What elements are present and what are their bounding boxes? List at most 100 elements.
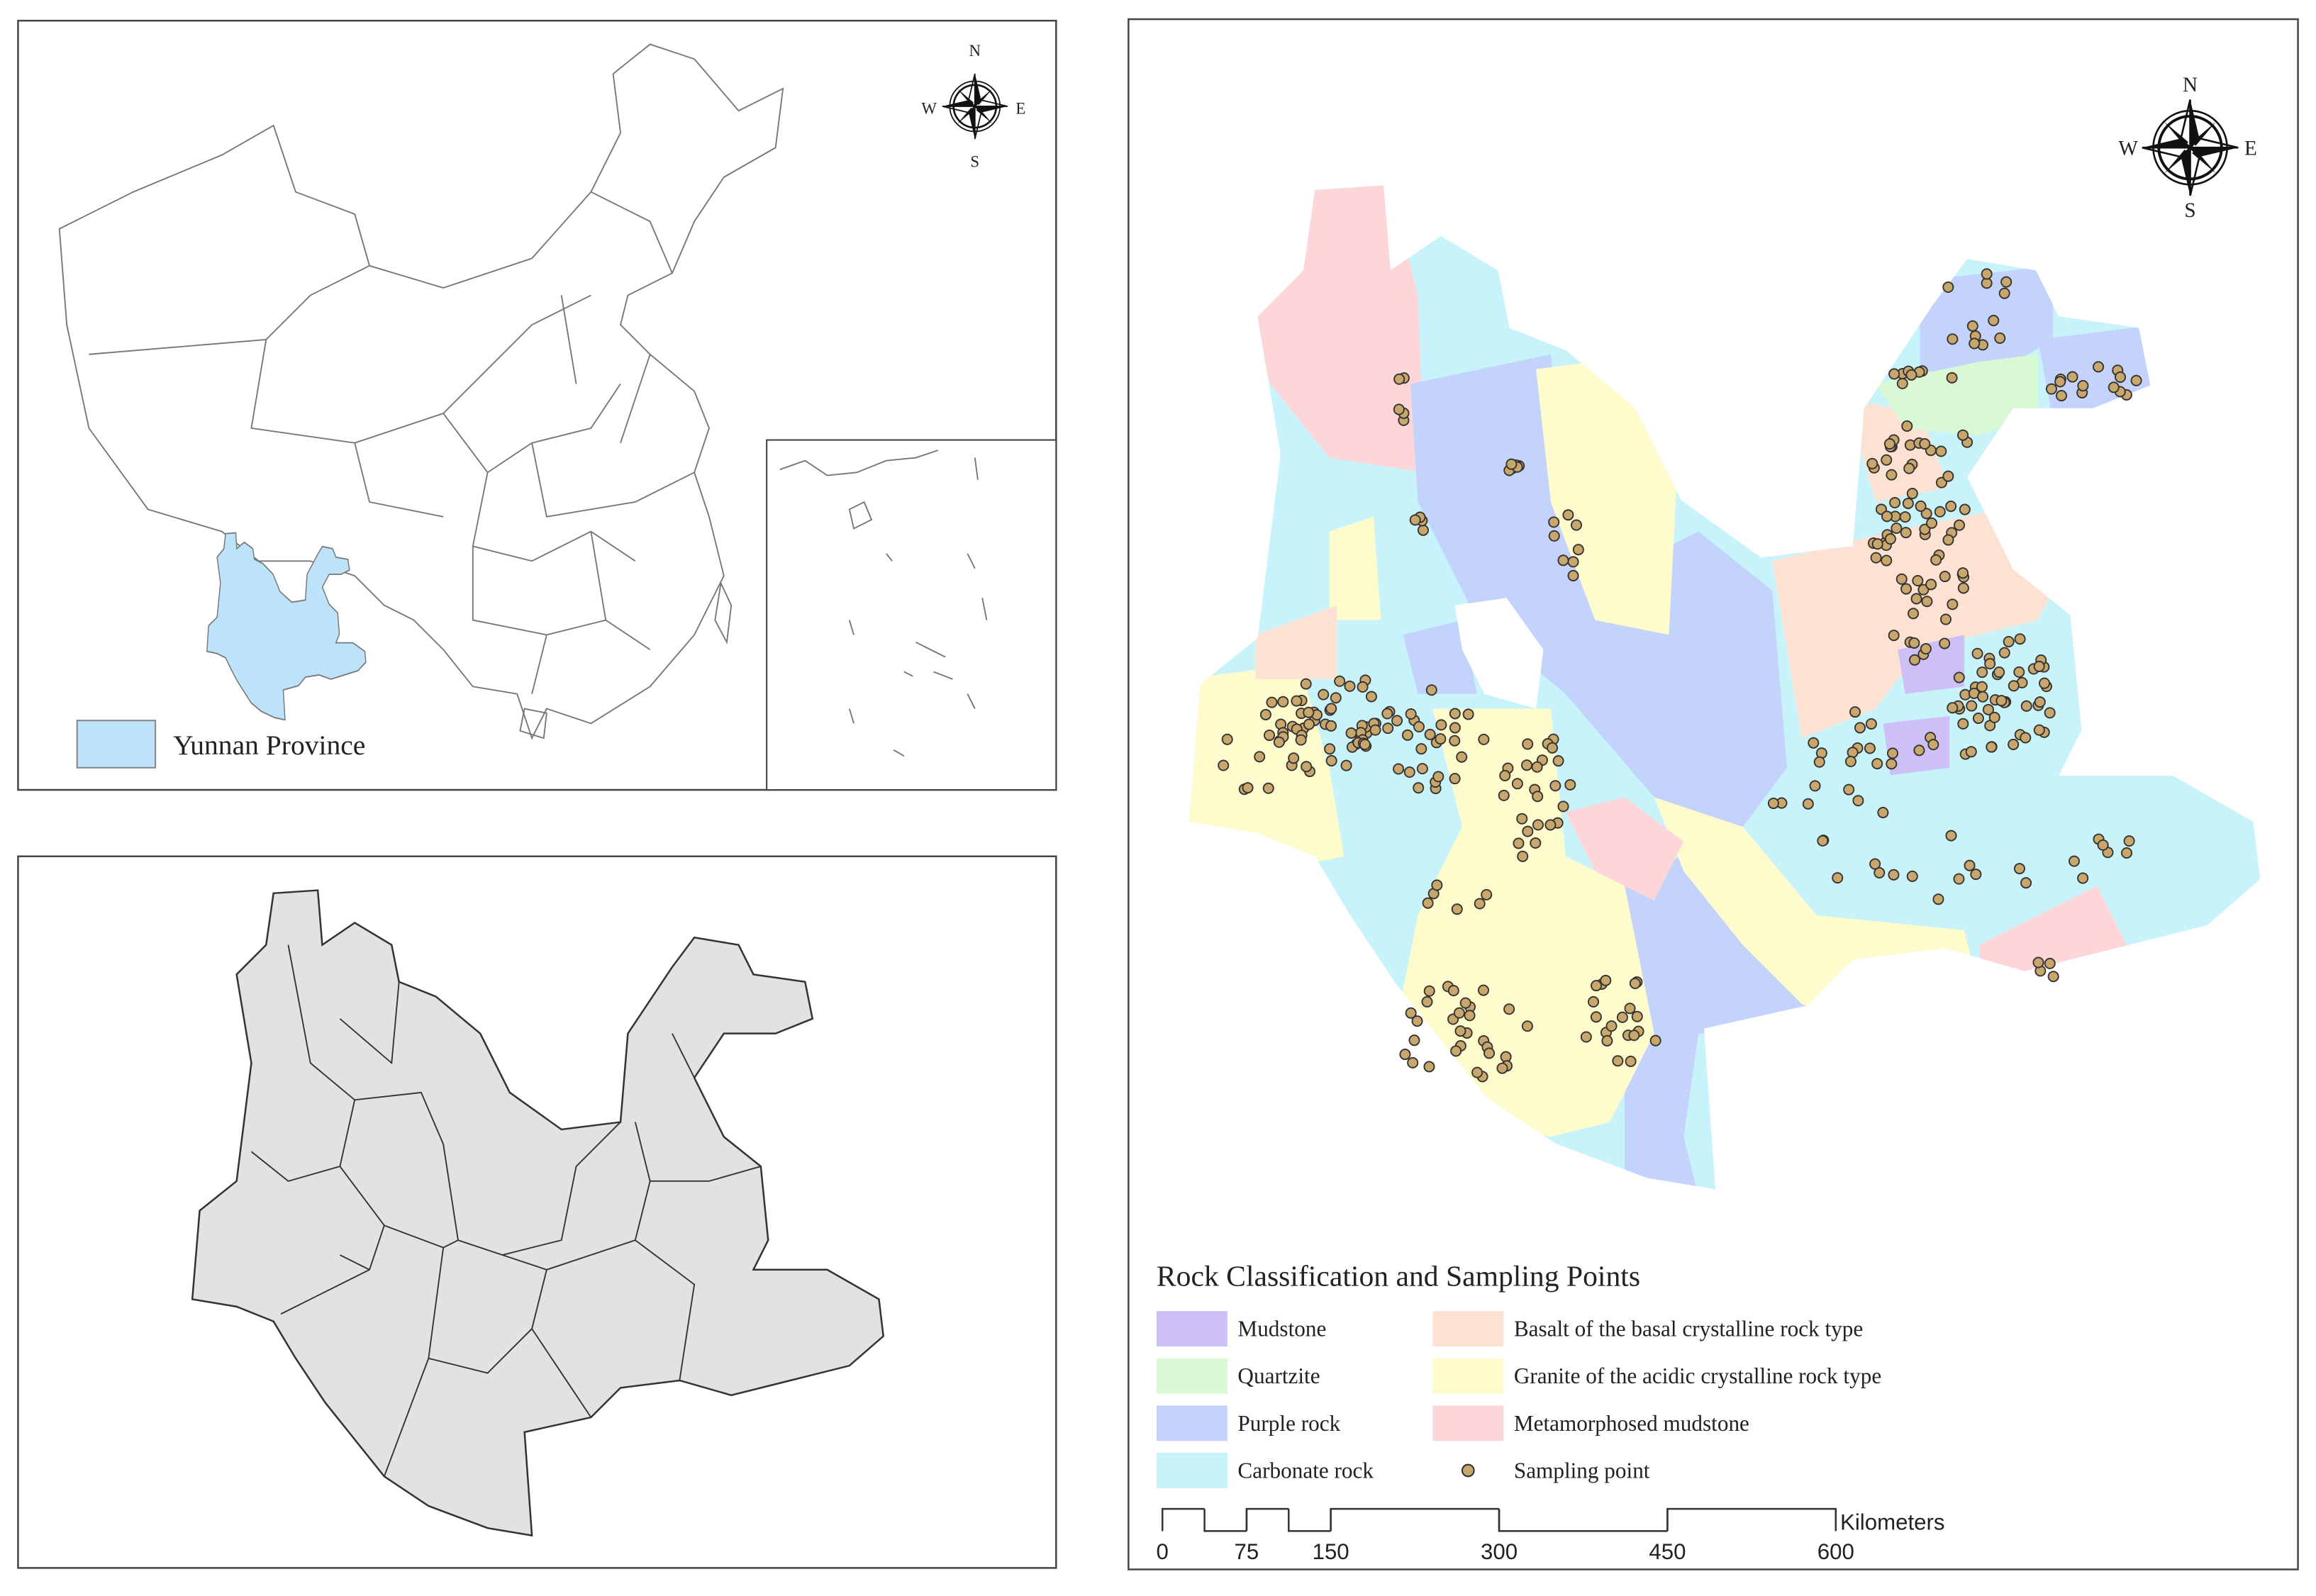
sampling-point xyxy=(1906,870,1918,882)
sampling-point xyxy=(1453,1007,1465,1019)
sampling-point xyxy=(2008,680,2020,692)
sampling-point xyxy=(1415,743,1427,755)
sampling-point xyxy=(2068,855,2081,867)
sampling-point xyxy=(2008,738,2020,750)
sampling-point xyxy=(1522,825,1534,837)
sampling-point xyxy=(1976,681,1988,693)
sampling-point xyxy=(1471,1066,1483,1078)
sampling-point xyxy=(1895,573,1908,585)
sampling-point xyxy=(2055,390,2068,402)
sampling-point xyxy=(1570,519,1583,531)
sampling-point xyxy=(1899,511,1911,523)
sampling-point xyxy=(1869,858,1881,870)
legend-label: Carbonate rock xyxy=(1237,1458,1374,1483)
lake xyxy=(1454,598,1544,709)
legend-label: Sampling point xyxy=(1514,1458,1650,1483)
sampling-point xyxy=(1881,510,1893,523)
sampling-point xyxy=(1496,1062,1508,1074)
legend-swatch xyxy=(1156,1311,1227,1347)
sampling-point xyxy=(1449,773,1461,785)
sampling-point xyxy=(1866,457,1878,469)
sampling-point xyxy=(1474,898,1486,910)
sampling-point xyxy=(1431,879,1443,891)
sampling-point xyxy=(1957,718,1969,730)
sampling-point xyxy=(1939,637,1951,649)
sampling-point xyxy=(2033,660,2045,672)
sampling-point xyxy=(1557,800,1569,813)
sampling-point xyxy=(1913,744,1925,757)
sampling-point xyxy=(1413,720,1425,733)
sampling-point xyxy=(1939,571,1951,583)
sampling-point xyxy=(1910,593,1922,605)
sampling-point xyxy=(1393,763,1405,775)
sampling-point xyxy=(1459,997,1471,1009)
sampling-point xyxy=(2077,872,2089,884)
rock-region xyxy=(1329,516,1381,620)
sampling-point xyxy=(1521,759,1533,771)
sampling-point xyxy=(1930,554,1942,566)
sampling-point xyxy=(1423,1061,1435,1073)
sampling-point xyxy=(2130,374,2142,386)
sampling-point xyxy=(1262,782,1274,794)
sampling-point xyxy=(1399,1049,1411,1061)
legend-label: Metamorphosed mudstone xyxy=(1514,1411,1749,1436)
sampling-point xyxy=(1601,1034,1613,1047)
sampling-point xyxy=(2047,971,2059,983)
sampling-point xyxy=(1946,372,1958,384)
sampling-point xyxy=(2044,957,2056,969)
sampling-point xyxy=(1902,497,1914,509)
scale-tick-label: 75 xyxy=(1235,1539,1259,1564)
sampling-point xyxy=(1300,678,1312,690)
sampling-point xyxy=(1424,728,1436,740)
sampling-point xyxy=(1919,438,1931,450)
sampling-point xyxy=(1981,268,1993,280)
sampling-point xyxy=(1254,751,1266,763)
sampling-point xyxy=(1984,658,1996,670)
sampling-point xyxy=(1976,666,1988,679)
sampling-point xyxy=(1877,807,1889,819)
sampling-point xyxy=(1449,735,1461,747)
sampling-point xyxy=(1957,582,1969,594)
sampling-points xyxy=(1218,268,2142,1083)
legend-swatch xyxy=(1156,1358,1227,1394)
sampling-point xyxy=(2013,863,2025,875)
sampling-point xyxy=(1903,462,1915,474)
sampling-point xyxy=(1994,332,2006,344)
sampling-point xyxy=(1266,696,1278,708)
sampling-point xyxy=(1854,722,1866,734)
sampling-point xyxy=(1965,746,1977,758)
compass-label: E xyxy=(1015,99,1025,117)
scale-tick-label: 300 xyxy=(1481,1539,1518,1564)
sampling-point xyxy=(1605,1020,1618,1032)
sampling-point xyxy=(1889,496,1901,509)
sampling-point xyxy=(1590,1011,1602,1023)
sampling-point xyxy=(1956,567,1969,579)
sampling-point xyxy=(1301,761,1313,773)
sampling-point xyxy=(1917,584,1930,596)
legend-swatch xyxy=(1432,1358,1504,1394)
sampling-point xyxy=(1970,869,1982,881)
sampling-point xyxy=(1852,795,1864,807)
sampling-point xyxy=(1530,837,1542,849)
sampling-point xyxy=(1887,747,1899,759)
sampling-point xyxy=(1849,706,1861,718)
sampling-point xyxy=(1318,688,1330,701)
sampling-point xyxy=(2003,636,2015,648)
legend-swatch xyxy=(76,720,157,769)
sampling-point xyxy=(1421,995,1433,1008)
sampling-point xyxy=(2038,677,2051,689)
sampling-point xyxy=(1483,1047,1496,1059)
scale-tick-label: 150 xyxy=(1313,1539,1349,1564)
sampling-point xyxy=(1844,755,1856,768)
sampling-point xyxy=(1393,373,1405,385)
sampling-point xyxy=(1843,783,1855,796)
sampling-point xyxy=(1481,888,1493,900)
scale-bar: 0 75 150 300 450 600 xyxy=(1157,1507,1854,1564)
sampling-point xyxy=(1995,695,2008,707)
sampling-point xyxy=(2020,732,2032,744)
sampling-point xyxy=(1588,995,1600,1008)
sampling-point xyxy=(1945,501,1957,513)
sampling-point xyxy=(1344,680,1356,692)
sampling-point xyxy=(1548,516,1560,528)
sampling-point xyxy=(2034,696,2046,708)
